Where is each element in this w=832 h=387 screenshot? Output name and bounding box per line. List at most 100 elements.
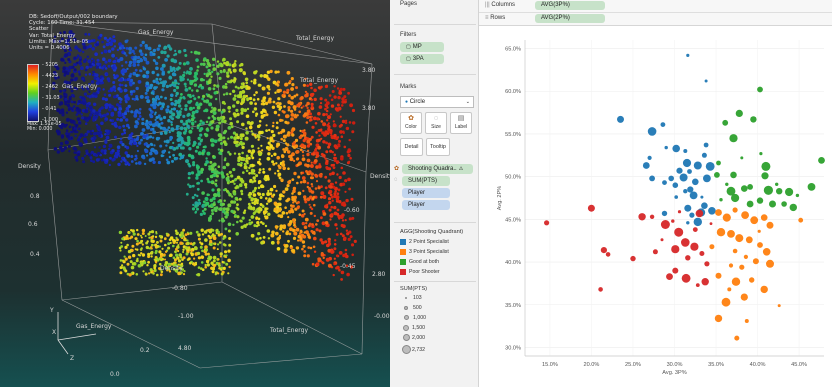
scatter-point[interactable] [725, 182, 729, 186]
scatter-point[interactable] [722, 119, 729, 126]
scatter-point[interactable] [735, 234, 744, 243]
scatter-point[interactable] [727, 230, 735, 238]
legend-item[interactable]: 3 Point Specialist [400, 248, 449, 256]
scatter-point[interactable] [544, 220, 550, 226]
scatter-point[interactable] [745, 236, 753, 244]
scatter-point[interactable] [587, 204, 595, 212]
mark-field-sum-pts[interactable]: SUM(PTS) [402, 176, 450, 186]
scatter-point[interactable] [672, 267, 679, 274]
scatter-point[interactable] [660, 238, 664, 242]
scatter-point[interactable] [672, 144, 680, 153]
scatter-point[interactable] [686, 221, 690, 225]
scatter-point[interactable] [715, 272, 722, 279]
mark-field-player[interactable]: Player [402, 188, 450, 198]
label-button[interactable]: ▤ Label [450, 112, 472, 134]
legend-item[interactable]: Good at both [400, 258, 439, 266]
scatter-point[interactable] [781, 201, 787, 207]
scatter-point[interactable] [687, 169, 692, 174]
scatter-point[interactable] [705, 162, 715, 171]
scatter-point[interactable] [766, 259, 774, 268]
size-button[interactable]: ◌ Size [425, 112, 447, 134]
scatter-point[interactable] [739, 264, 745, 270]
legend-item[interactable]: Poor Shooter [400, 268, 440, 276]
scatter-point[interactable] [668, 175, 674, 182]
scatter-point[interactable] [728, 263, 734, 268]
scatter-point[interactable] [661, 210, 668, 217]
scatter-point[interactable] [692, 227, 698, 233]
scatter-point[interactable] [704, 261, 710, 267]
scatter-point[interactable] [642, 162, 650, 169]
scatter-chart-svg[interactable]: 30.0%35.0%40.0%45.0%50.0%55.0%60.0%65.0%… [479, 26, 832, 387]
scatter-point[interactable] [703, 142, 709, 148]
scatter-point[interactable] [750, 216, 759, 225]
scatter-point[interactable] [741, 185, 748, 192]
tooltip-button[interactable]: Tooltip [426, 138, 450, 156]
scatter-point[interactable] [714, 172, 720, 178]
scatter-point[interactable] [598, 287, 603, 292]
scatter-point[interactable] [682, 158, 692, 168]
size-legend-item[interactable]: 103 [402, 294, 422, 302]
scatter-point[interactable] [760, 285, 768, 294]
scatter-point[interactable] [679, 173, 688, 182]
scatter-point[interactable] [686, 53, 690, 57]
scatter-point[interactable] [752, 258, 759, 265]
scatter-point[interactable] [671, 245, 680, 254]
scatter-point[interactable] [716, 160, 721, 166]
scatter-point[interactable] [703, 174, 711, 183]
scatter-point[interactable] [761, 172, 769, 180]
size-legend-item[interactable]: 2,000 [402, 334, 425, 342]
size-legend-item[interactable]: 2,732 [402, 345, 425, 354]
scatter-point[interactable] [660, 220, 670, 229]
scatter-point[interactable] [735, 109, 743, 117]
scatter-point[interactable] [660, 122, 666, 127]
scatter-point[interactable] [695, 209, 704, 218]
scatter-point[interactable] [798, 217, 804, 223]
scatter-point[interactable] [795, 193, 800, 198]
scatter-point[interactable] [729, 134, 738, 143]
scatter-point[interactable] [757, 86, 763, 93]
scatter-point[interactable] [743, 254, 748, 259]
scatter-point[interactable] [741, 211, 749, 220]
scatter-point[interactable] [689, 212, 695, 218]
scatter-point[interactable] [719, 198, 723, 202]
scatter-point[interactable] [749, 277, 755, 283]
scatter-point[interactable] [777, 304, 781, 308]
scatter-point[interactable] [732, 248, 738, 254]
legend-item[interactable]: 2 Point Specialist [400, 238, 449, 246]
mark-field-shooting-quadrant[interactable]: Shooting Quadra.. ⚠ [402, 164, 473, 174]
scatter-point[interactable] [652, 249, 658, 255]
scatter-point[interactable] [747, 184, 753, 190]
scatter-point[interactable] [757, 229, 761, 233]
3d-scatter-canvas[interactable]: Gas_EnergyTotal_EnergyGas_EnergyTotal_En… [0, 0, 390, 387]
scatter-point[interactable] [700, 195, 704, 199]
scatter-chart[interactable]: 30.0% 35.0% 40.0% 45.0% 50.0% 55.0% 60.0% 65.0%… [479, 26, 832, 387]
scatter-point[interactable] [744, 319, 749, 323]
scatter-point[interactable] [775, 182, 779, 186]
scatter-point[interactable] [766, 221, 774, 229]
rows-pill[interactable]: AVG(2P%) [535, 14, 605, 23]
filter-pill-mp[interactable]: ▢ MP [400, 42, 444, 52]
detail-button[interactable]: Detail [400, 138, 423, 156]
scatter-point[interactable] [662, 180, 667, 186]
scatter-point[interactable] [676, 167, 683, 174]
scatter-point[interactable] [701, 202, 708, 209]
scatter-point[interactable] [762, 248, 771, 256]
scatter-point[interactable] [600, 247, 607, 254]
scatter-point[interactable] [693, 161, 702, 170]
scatter-point[interactable] [734, 335, 740, 341]
scatter-point[interactable] [789, 203, 797, 212]
mark-field-player[interactable]: Player [402, 200, 450, 210]
scatter-point[interactable] [750, 116, 757, 123]
scatter-point[interactable] [690, 242, 699, 251]
scatter-point[interactable] [746, 200, 754, 208]
scatter-point[interactable] [605, 252, 611, 257]
scatter-point[interactable] [684, 204, 692, 212]
scatter-point[interactable] [716, 228, 726, 237]
scatter-point[interactable] [674, 195, 678, 199]
3d-scatter-viewer[interactable]: Gas_Energy Total_Energy Gas_Energy Total_En… [0, 0, 390, 387]
scatter-point[interactable] [721, 297, 731, 307]
color-button[interactable]: ✿ Color [400, 112, 422, 134]
scatter-point[interactable] [664, 145, 668, 150]
scatter-point[interactable] [685, 255, 691, 261]
filter-pill-3pa[interactable]: ▢ 3PA [400, 54, 444, 64]
